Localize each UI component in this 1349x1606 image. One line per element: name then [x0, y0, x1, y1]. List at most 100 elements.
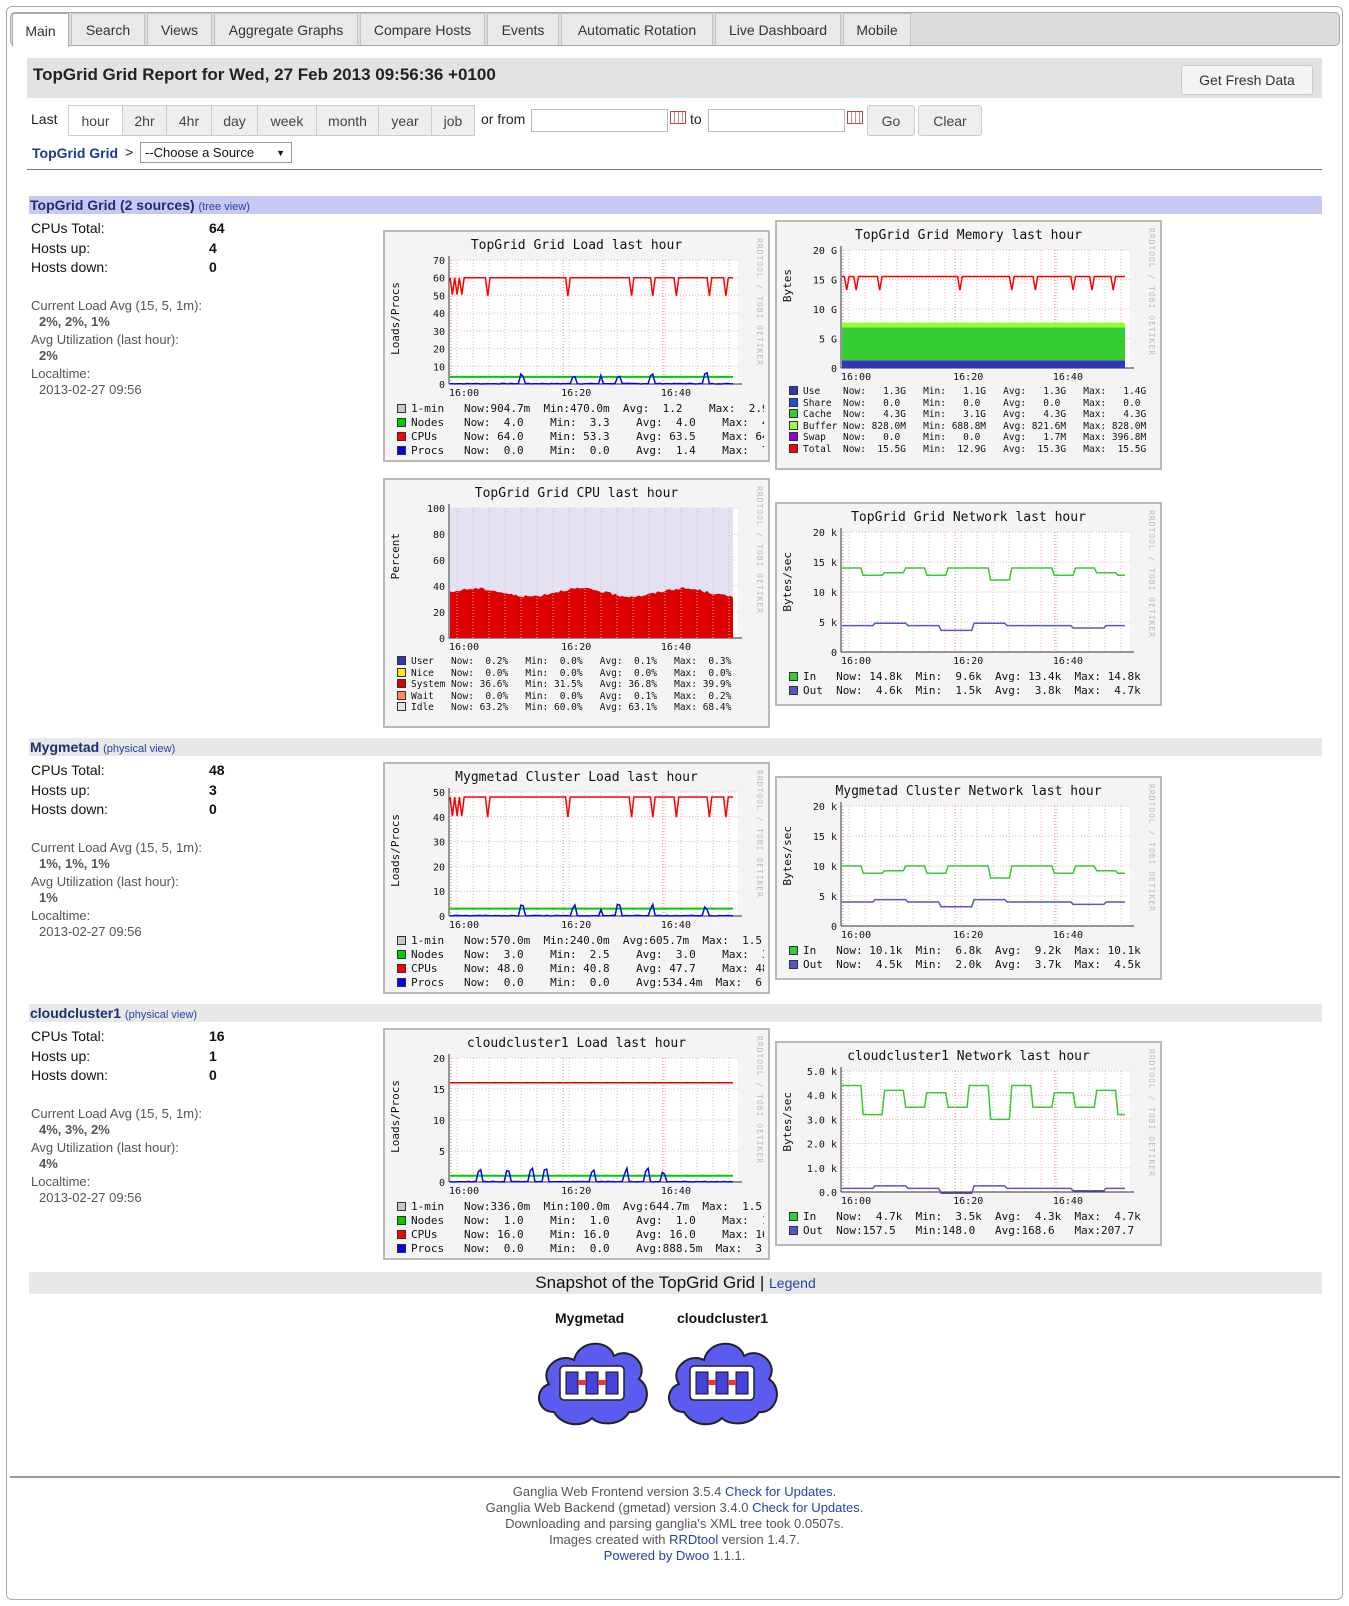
graph-legend: In Now: 4.7k Min: 3.5k Avg: 4.3k Max: 4.… — [789, 1210, 1156, 1238]
range-month[interactable]: month — [316, 105, 379, 136]
load-graph[interactable]: Mygmetad Cluster Load last hour RRDTOOL /… — [383, 762, 770, 994]
breadcrumb-separator: > — [125, 144, 134, 160]
graph-legend: In Now: 14.8k Min: 9.6k Avg: 13.4k Max: … — [789, 670, 1156, 698]
to-date-input[interactable] — [708, 109, 845, 132]
tab-aggregate-graphs[interactable]: Aggregate Graphs — [214, 13, 358, 45]
range-job[interactable]: job — [431, 105, 475, 136]
section-title[interactable]: Mygmetad — [30, 739, 100, 755]
divider — [10, 1476, 1340, 1478]
legend-swatch — [397, 964, 406, 973]
source-select[interactable]: --Choose a Source ▼ — [140, 142, 292, 163]
graph-title: TopGrid Grid Memory last hour — [855, 228, 1082, 243]
load-graph[interactable]: TopGrid Grid Load last hour RRDTOOL / TOB… — [383, 230, 770, 462]
legend-swatch — [789, 409, 798, 418]
legend-swatch — [397, 656, 406, 665]
network-graph[interactable]: Mygmetad Cluster Network last hour RRDTOO… — [775, 776, 1162, 980]
legend-link[interactable]: Legend — [769, 1275, 816, 1291]
go-button[interactable]: Go — [867, 105, 915, 136]
range-2hr[interactable]: 2hr — [122, 105, 167, 136]
footer-line: Ganglia Web Frontend version 3.5.4 Check… — [0, 1484, 1349, 1500]
load-avg-value: 2%, 2%, 1% — [39, 314, 110, 329]
check-updates-link[interactable]: Check for Updates. — [752, 1500, 864, 1515]
y-tick-label: 5 k — [819, 618, 837, 629]
y-tick-label: 2.0 k — [807, 1140, 837, 1151]
legend-swatch — [397, 432, 406, 441]
series-line — [842, 567, 1125, 581]
y-tick-label: 0 — [439, 634, 445, 645]
legend-swatch — [397, 950, 406, 959]
graph-legend: Use Now: 1.3G Min: 1.1G Avg: 1.3G Max: 1… — [789, 386, 1156, 455]
legend-row: Share Now: 0.0 Min: 0.0 Avg: 0.0 Max: 0.… — [789, 397, 1156, 410]
legend-row: Nice Now: 0.0% Min: 0.0% Avg: 0.0% Max: … — [397, 667, 764, 680]
range-4hr[interactable]: 4hr — [166, 105, 212, 136]
x-tick-label: 16:00 — [449, 1186, 479, 1197]
legend-text: Nodes Now: 1.0 Min: 1.0 Avg: 1.0 Max: 1.… — [411, 1214, 764, 1227]
graph-legend: In Now: 10.1k Min: 6.8k Avg: 9.2k Max: 1… — [789, 944, 1156, 972]
localtime-label: Localtime: — [31, 908, 91, 923]
rrdtool-link[interactable]: RRDtool — [669, 1532, 719, 1547]
system-area — [450, 587, 733, 638]
cpu-graph[interactable]: TopGrid Grid CPU last hour RRDTOOL / TOBI… — [383, 478, 770, 728]
legend-swatch — [789, 960, 798, 969]
dwoo-link[interactable]: Powered by Dwoo — [603, 1548, 710, 1563]
legend-text: CPUs Now: 64.0 Min: 53.3 Avg: 63.5 Max: … — [411, 430, 764, 443]
legend-text: User Now: 0.2% Min: 0.0% Avg: 0.1% Max: … — [411, 656, 732, 667]
series-line — [450, 371, 734, 385]
section-title[interactable]: cloudcluster1 — [30, 1005, 122, 1021]
legend-row: In Now: 14.8k Min: 9.6k Avg: 13.4k Max: … — [789, 670, 1156, 684]
range-week[interactable]: week — [257, 105, 317, 136]
y-tick-label: 0 — [439, 380, 445, 391]
load-graph[interactable]: cloudcluster1 Load last hour RRDTOOL / TO… — [383, 1028, 770, 1260]
network-graph[interactable]: cloudcluster1 Network last hour RRDTOOL /… — [775, 1041, 1162, 1246]
range-hour[interactable]: hour — [68, 105, 123, 136]
network-graph[interactable]: TopGrid Grid Network last hour RRDTOOL / … — [775, 502, 1162, 706]
legend-text: Swap Now: 0.0 Min: 0.0 Avg: 1.7M Max: 39… — [803, 432, 1147, 443]
legend-swatch — [397, 446, 406, 455]
y-tick-label: 30 — [433, 838, 445, 849]
tab-views[interactable]: Views — [147, 13, 212, 45]
hosts-down-value: 0 — [209, 801, 217, 817]
physical-view-link[interactable]: (physical view) — [103, 743, 176, 755]
from-date-input[interactable] — [531, 109, 668, 132]
section-header-mygmetad: Mygmetad (physical view) — [29, 738, 1322, 756]
tab-compare-hosts[interactable]: Compare Hosts — [360, 13, 485, 45]
load-avg-label: Current Load Avg (15, 5, 1m): — [31, 298, 203, 313]
tab-search[interactable]: Search — [71, 13, 145, 45]
tab-mobile[interactable]: Mobile — [843, 13, 911, 45]
cluster-cloud-icon[interactable] — [534, 1334, 652, 1428]
get-fresh-data-button[interactable]: Get Fresh Data — [1181, 65, 1313, 95]
x-tick-label: 16:20 — [953, 1196, 983, 1207]
hosts-down-label: Hosts down: — [31, 259, 109, 275]
check-updates-link[interactable]: Check for Updates. — [724, 1484, 837, 1499]
legend-text: Procs Now: 0.0 Min: 0.0 Avg: 1.4 Max: 7.… — [411, 444, 764, 457]
tab-automatic-rotation[interactable]: Automatic Rotation — [561, 13, 713, 45]
y-tick-label: 0.0 — [819, 1188, 837, 1199]
calendar-icon[interactable] — [847, 111, 863, 124]
x-tick-label: 16:00 — [841, 930, 871, 941]
section-title[interactable]: TopGrid Grid (2 sources) — [30, 197, 195, 213]
legend-row: Nodes Now: 3.0 Min: 2.5 Avg: 3.0 Max: 3.… — [397, 948, 764, 962]
legend-text: Out Now: 4.5k Min: 2.0k Avg: 3.7k Max: 4… — [803, 958, 1141, 971]
tab-live-dashboard[interactable]: Live Dashboard — [715, 13, 841, 45]
range-day[interactable]: day — [211, 105, 258, 136]
breadcrumb-grid-link[interactable]: TopGrid Grid — [32, 145, 119, 161]
legend-row: Swap Now: 0.0 Min: 0.0 Avg: 1.7M Max: 39… — [789, 432, 1156, 444]
series-line — [842, 1185, 1125, 1194]
legend-row: In Now: 10.1k Min: 6.8k Avg: 9.2k Max: 1… — [789, 944, 1156, 958]
tree-view-link[interactable]: (tree view) — [198, 201, 250, 213]
graph-title: Mygmetad Cluster Network last hour — [835, 784, 1102, 799]
localtime-label: Localtime: — [31, 366, 91, 381]
legend-swatch — [397, 690, 406, 700]
memory-graph[interactable]: TopGrid Grid Memory last hour RRDTOOL / T… — [775, 220, 1162, 470]
calendar-icon[interactable] — [670, 111, 686, 124]
range-year[interactable]: year — [378, 105, 432, 136]
utilization-value: 1% — [39, 890, 58, 905]
clear-button[interactable]: Clear — [918, 105, 982, 136]
tab-main[interactable]: Main — [12, 13, 69, 47]
legend-text: Buffer Now: 828.0M Min: 688.8M Avg: 821.… — [803, 420, 1147, 432]
graph-title: TopGrid Grid CPU last hour — [474, 486, 679, 501]
physical-view-link[interactable]: (physical view) — [124, 1009, 198, 1021]
cluster-cloud-icon[interactable] — [664, 1334, 782, 1428]
tab-events[interactable]: Events — [487, 13, 559, 45]
legend-row: 1-min Now:336.0m Min:100.0m Avg:644.7m M… — [397, 1200, 764, 1214]
